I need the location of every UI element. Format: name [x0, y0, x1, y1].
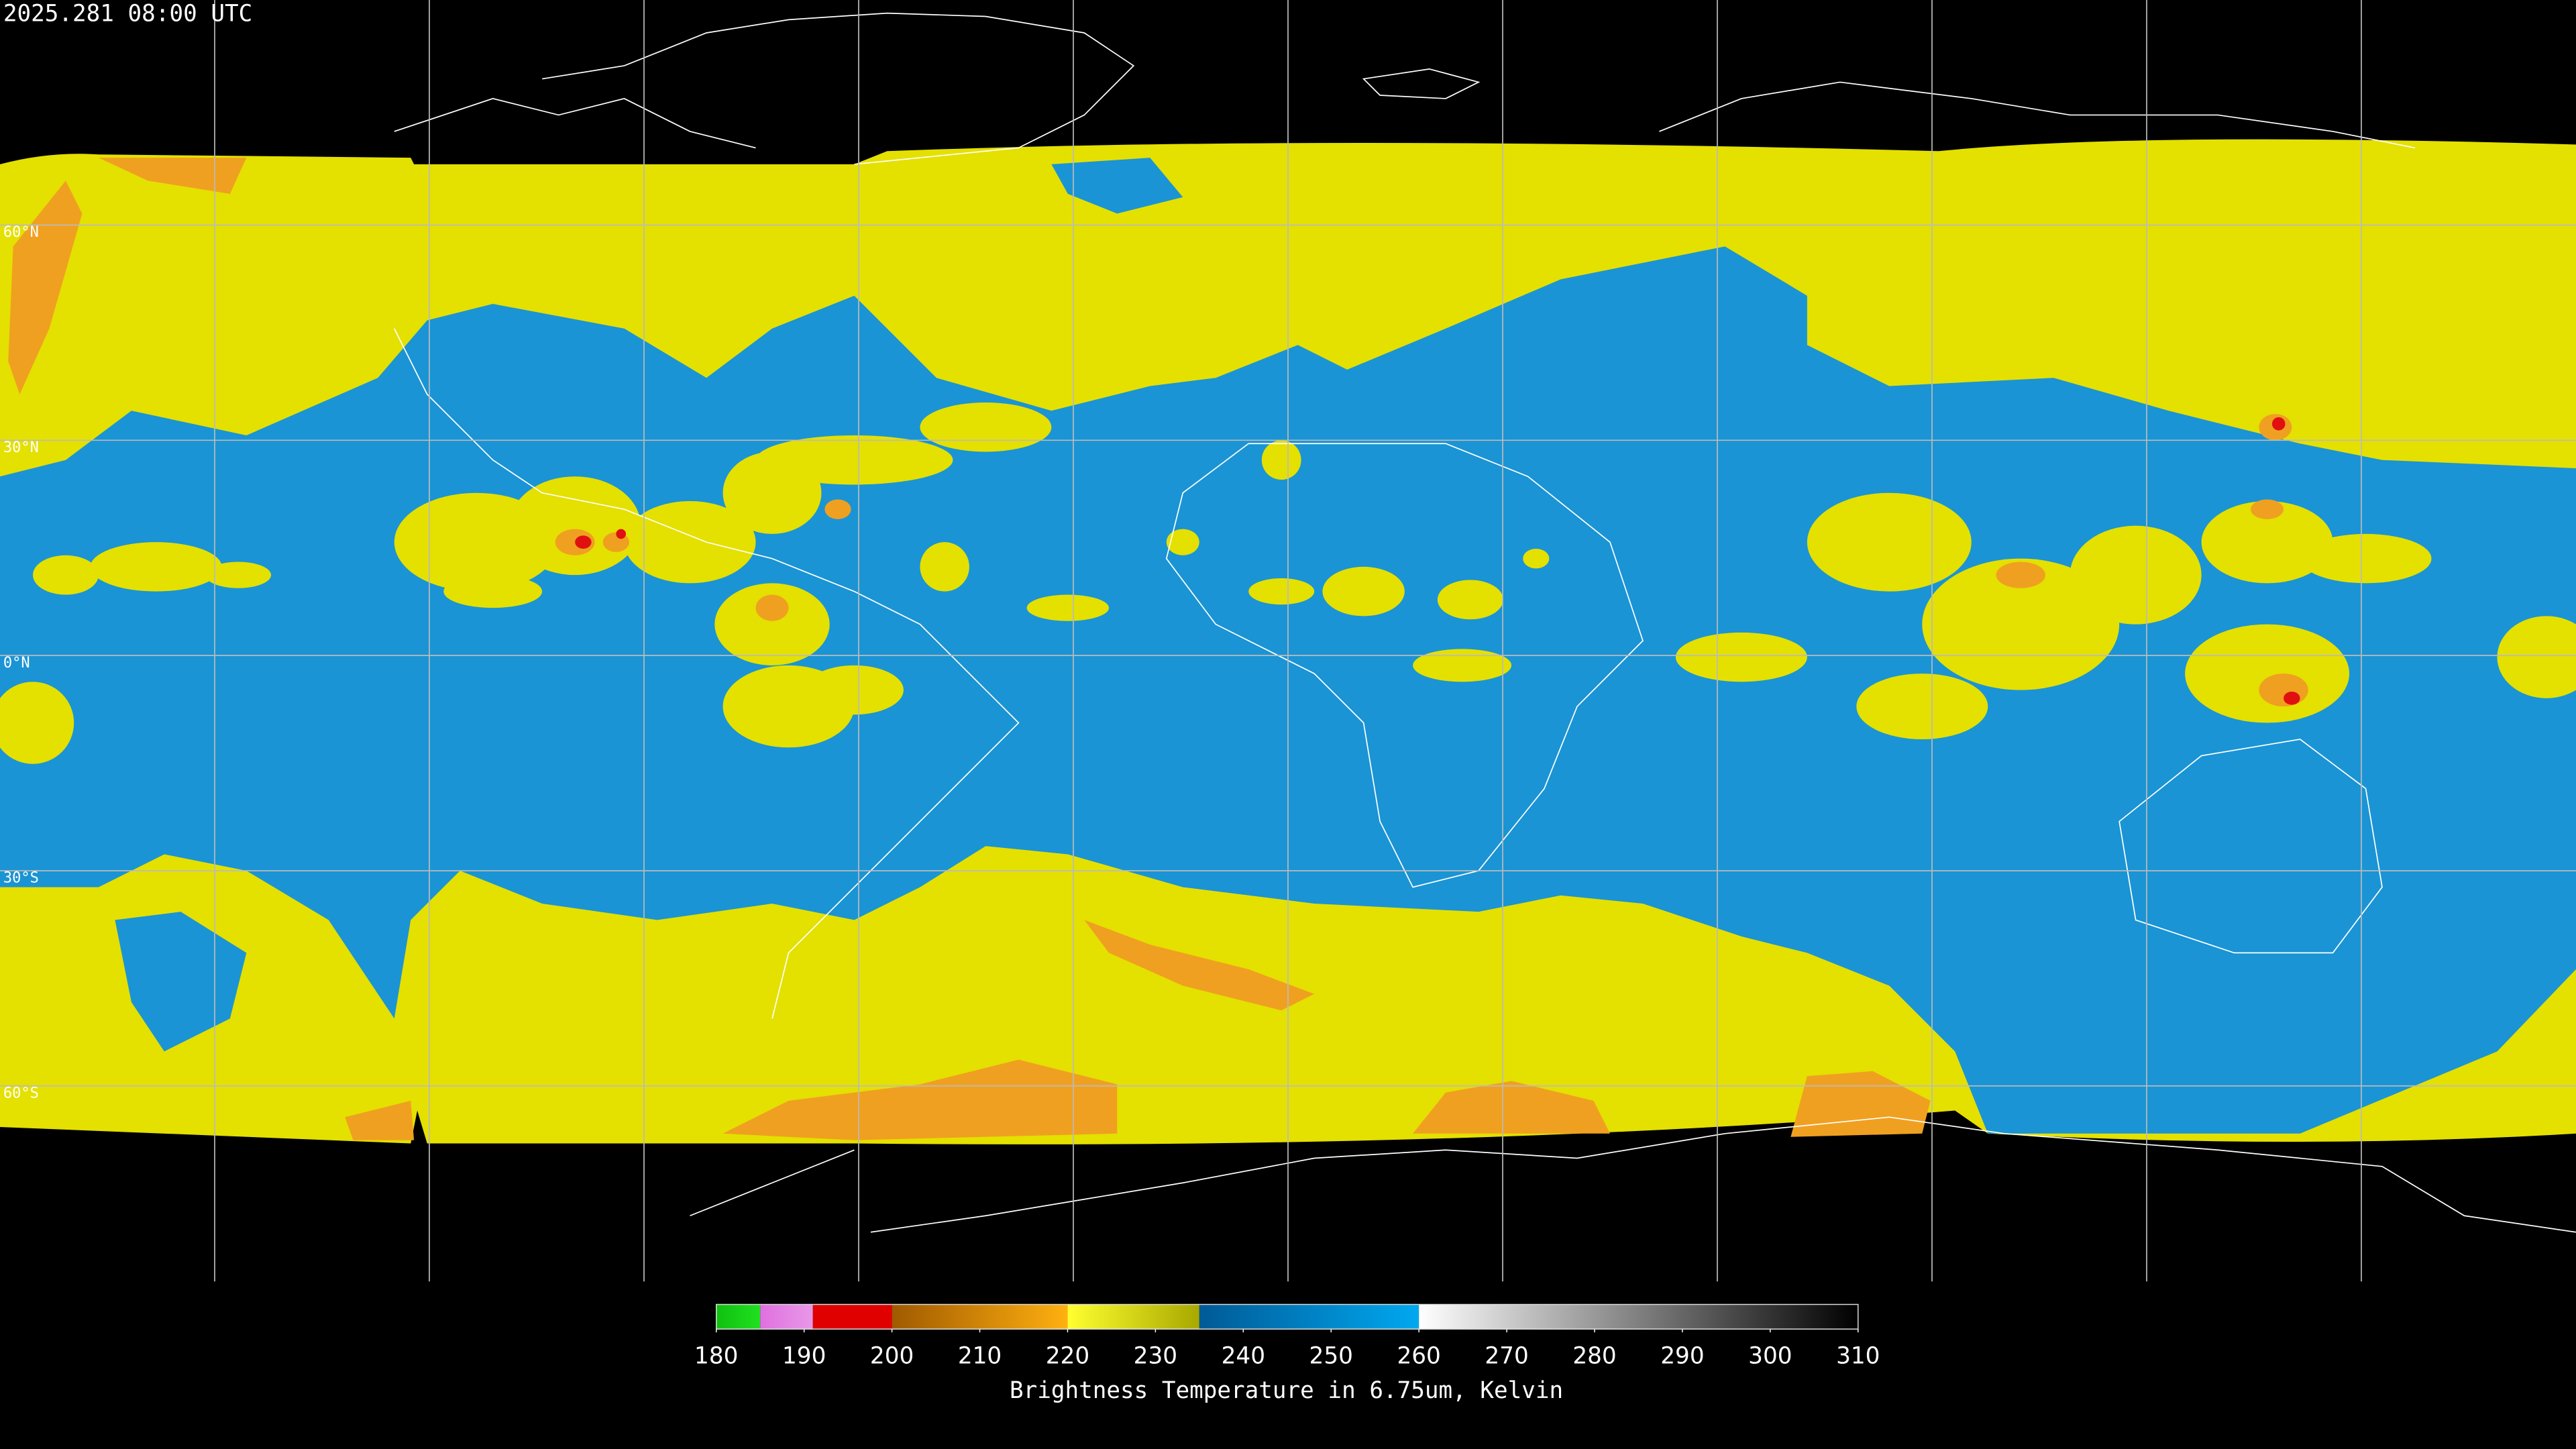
- cloud-blob: [616, 529, 627, 539]
- orange-regions-part: [1413, 1081, 1610, 1134]
- cloud-tops: [575, 417, 2300, 705]
- colorbar-tick-label: 180: [694, 1342, 738, 1369]
- cloud-blob: [1026, 594, 1110, 621]
- colorbar-segment: [892, 1304, 1068, 1330]
- orange-regions-part: [345, 1100, 415, 1140]
- cloud-blob: [624, 500, 756, 584]
- cloud-blob: [205, 561, 272, 588]
- colorbar-tick-label: 270: [1485, 1342, 1528, 1369]
- cloud-blob: [443, 575, 543, 608]
- colorbar-label: Brightness Temperature in 6.75um, Kelvin: [1010, 1377, 1563, 1404]
- cloud-patches: [0, 378, 2576, 764]
- coastlines: [393, 12, 2576, 1233]
- orange-regions-part: [1084, 920, 1315, 1011]
- colorbar-tick-label: 310: [1836, 1342, 1880, 1369]
- cloud-blob: [1675, 632, 1807, 682]
- colorbar-tick-label: 200: [870, 1342, 914, 1369]
- orange-regions-part: [1790, 1071, 1931, 1137]
- cloud-blob: [575, 535, 592, 549]
- latitude-labels: 60°N 30°N 0°N 30°S 60°S: [3, 224, 39, 1102]
- cloud-blob: [1523, 548, 1550, 569]
- cloud-blob: [2497, 616, 2576, 698]
- cloud-blob: [1166, 529, 1199, 555]
- coastlines-part: [393, 328, 1020, 1019]
- colorbar-segment: [760, 1304, 813, 1330]
- cloud-blob: [805, 665, 904, 715]
- cloud-blob: [2267, 378, 2399, 444]
- coastlines-part: [394, 98, 756, 149]
- cloud-blob: [90, 542, 222, 592]
- colorbar-tick-label: 250: [1309, 1342, 1353, 1369]
- orange-regions: [8, 158, 1931, 1140]
- cloud-blob: [1996, 561, 2045, 588]
- cloud-blob: [920, 402, 1052, 452]
- orange-regions-part: [8, 180, 83, 394]
- colorbar-tick-label: 300: [1748, 1342, 1792, 1369]
- colorbar: 180 190 200 210 220 230 240 250 260 270 280 290 300 3…: [694, 1303, 1880, 1369]
- colorbar-tick-label: 280: [1572, 1342, 1616, 1369]
- warm-pocket: [2464, 788, 2576, 920]
- cloud-blob: [1437, 580, 1503, 620]
- cloud-blob: [1322, 566, 1405, 616]
- cloud-blob: [755, 435, 953, 485]
- cloud-blob: [509, 476, 641, 576]
- warm-pocket: [115, 912, 247, 1052]
- colorbar-tick-label: 220: [1046, 1342, 1089, 1369]
- colorbar-segment: [1067, 1304, 1199, 1330]
- cloud-blob: [1922, 558, 2120, 690]
- orange-regions-part: [722, 1059, 1118, 1140]
- colorbar-frame: [716, 1303, 1859, 1330]
- cloud-blob: [2300, 533, 2432, 584]
- graticule: [0, 0, 2576, 1282]
- colorbar-tick-label: 230: [1134, 1342, 1177, 1369]
- coastlines-part: [542, 12, 1135, 165]
- map: 60°N 30°N 0°N 30°S 60°S: [0, 0, 2576, 1282]
- cloud-blob: [1248, 578, 1315, 605]
- latitude-label: 0°N: [3, 655, 30, 672]
- cloud-blob: [32, 555, 99, 595]
- coastlines-part: [690, 1116, 2576, 1233]
- cloud-blob: [1261, 440, 1301, 480]
- latitude-label: 60°N: [3, 224, 39, 241]
- cloud-blob: [755, 594, 789, 621]
- timestamp: 2025.281 08:00 UTC: [3, 1, 252, 28]
- warm-pocket: [1051, 158, 1183, 214]
- cloud-blob: [2251, 499, 2284, 519]
- coastlines-part: [1165, 443, 1644, 888]
- colorbar-segment: [812, 1304, 892, 1330]
- colorbar-tick-label: 290: [1660, 1342, 1704, 1369]
- colorbar-tick-label: 260: [1397, 1342, 1440, 1369]
- colorbar-tick-label: 210: [958, 1342, 1002, 1369]
- cloud-blob: [2382, 402, 2546, 452]
- cloud-blob: [2070, 525, 2202, 625]
- colorbar-segment: [1419, 1304, 1858, 1330]
- coastlines-part: [1362, 68, 1481, 99]
- colorbar-segment: [1199, 1304, 1419, 1330]
- coastlines-part: [2118, 739, 2383, 954]
- cloud-blob: [920, 542, 969, 592]
- cloud-blob: [2185, 624, 2350, 723]
- latitude-label: 30°S: [3, 870, 39, 887]
- cloud-blob: [1807, 492, 1972, 592]
- colorbar-tick-label: 190: [782, 1342, 826, 1369]
- cloud-blob: [2259, 674, 2308, 707]
- colorbar-tick-label: 240: [1222, 1342, 1265, 1369]
- cloud-blob: [824, 499, 851, 519]
- latitude-label: 30°N: [3, 439, 39, 456]
- orange-regions-part: [98, 158, 247, 194]
- coastlines-part: [1659, 81, 2416, 149]
- cloud-blob: [2284, 692, 2300, 705]
- cloud-blob: [2271, 417, 2286, 431]
- cloud-blob: [1856, 674, 1988, 740]
- cloud-blob: [2201, 500, 2333, 584]
- latitude-label: 60°S: [3, 1085, 39, 1102]
- cloud-blob: [1413, 649, 1512, 682]
- colorbar-segment: [716, 1304, 761, 1330]
- cloud-blob: [714, 583, 830, 665]
- cloud-blob: [0, 682, 74, 764]
